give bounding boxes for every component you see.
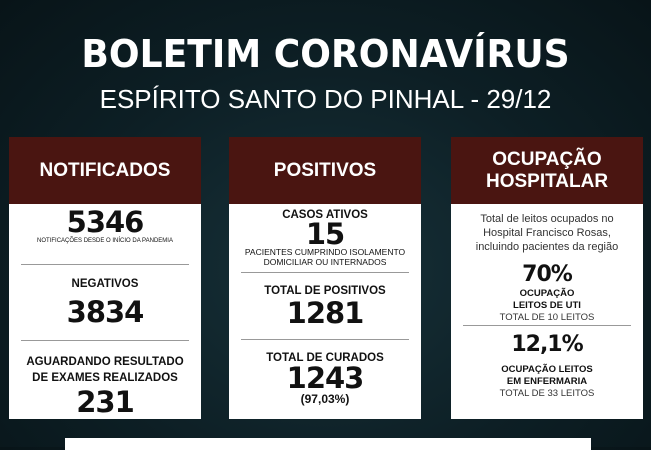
aguardando-value: 231	[76, 385, 135, 419]
aguardando-label: AGUARDANDO RESULTADO DE EXAMES REALIZADO…	[26, 356, 184, 384]
uti-pct: 70%	[522, 262, 573, 287]
card-positivos: POSITIVOS CASOS ATIVOS 15 PACIENTES CUMP…	[229, 137, 421, 419]
divider	[21, 264, 189, 265]
page-subtitle: ESPÍRITO SANTO DO PINHAL - 29/12	[99, 84, 552, 114]
curados-pct: (97,03%)	[300, 392, 350, 406]
ativos-label: CASOS ATIVOS	[282, 209, 368, 221]
curados-value: 1243	[286, 361, 365, 395]
divider	[241, 272, 409, 273]
enf-label: OCUPAÇÃO LEITOS EM ENFERMARIA	[501, 364, 593, 387]
notificados-note: NOTIFICAÇÕES DESDE O INÍCIO DA PANDEMIA	[37, 238, 173, 244]
enf-pct: 12,1%	[511, 332, 583, 357]
negativos-value: 3834	[66, 295, 145, 329]
curados-label: TOTAL DE CURADOS	[266, 352, 384, 364]
card-ocupacao: OCUPAÇÃO HOSPITALAR Total de leitos ocup…	[451, 137, 643, 419]
divider	[241, 339, 409, 340]
card-title: OCUPAÇÃO HOSPITALAR	[451, 137, 643, 204]
total-positivos-value: 1281	[286, 296, 365, 330]
uti-total: TOTAL DE 10 LEITOS	[499, 312, 595, 323]
card-title: POSITIVOS	[229, 137, 421, 204]
bottom-banner	[65, 438, 591, 450]
enf-total: TOTAL DE 33 LEITOS	[499, 388, 595, 399]
notificados-total: 5346	[66, 205, 145, 239]
negativos-label: NEGATIVOS	[71, 278, 139, 290]
page-title: BOLETIM CORONAVÍRUS	[81, 32, 570, 76]
divider	[21, 340, 189, 341]
uti-label: OCUPAÇÃO LEITOS DE UTI	[513, 288, 581, 311]
ocupacao-description: Total de leitos ocupados no Hospital Fra…	[475, 213, 619, 253]
ativos-value: 15	[305, 217, 345, 251]
card-notificados: NOTIFICADOS 5346 NOTIFICAÇÕES DESDE O IN…	[9, 137, 201, 419]
divider	[463, 325, 631, 326]
total-positivos-label: TOTAL DE POSITIVOS	[264, 285, 386, 297]
ativos-note: PACIENTES CUMPRINDO ISOLAMENTO DOMICILIA…	[244, 247, 406, 267]
card-title: NOTIFICADOS	[9, 137, 201, 204]
